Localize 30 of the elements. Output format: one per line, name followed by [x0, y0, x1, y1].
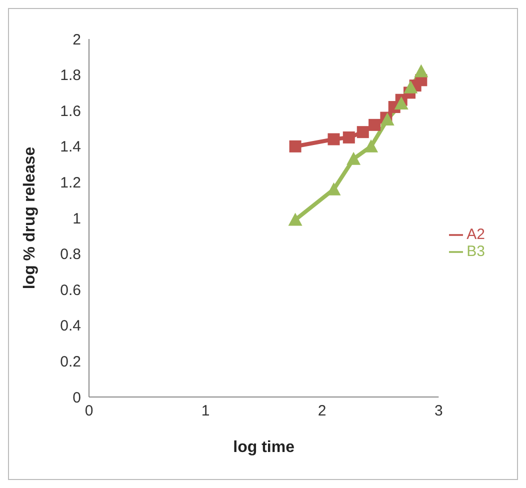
x-tick-label: 1: [201, 402, 210, 420]
y-tick-label: 1.4: [60, 138, 81, 156]
y-tick-label: 2: [72, 31, 81, 48]
point: [364, 139, 378, 152]
legend-label: B3: [466, 243, 485, 260]
point: [394, 96, 408, 110]
x-tick-label: 0: [84, 402, 94, 420]
point: [346, 152, 361, 165]
point: [368, 118, 381, 131]
y-tick-label: 0.2: [60, 354, 81, 371]
y-tick-label: 0: [72, 389, 81, 406]
x-axis-title: log time: [233, 439, 295, 456]
point: [342, 131, 355, 144]
y-tick-label: 0.4: [60, 318, 81, 335]
legend-label: A2: [466, 226, 485, 243]
point: [288, 212, 302, 226]
point: [289, 140, 302, 152]
point: [414, 64, 428, 78]
point: [356, 126, 369, 138]
point: [328, 133, 340, 146]
y-axis-title: log % drug release: [22, 146, 39, 290]
y-tick-label: 0.8: [60, 246, 81, 264]
y-tick-label: 1: [72, 210, 81, 228]
y-tick-label: 1.8: [60, 67, 81, 84]
x-tick-label: 2: [318, 402, 326, 420]
y-tick-label: 1.2: [60, 174, 81, 192]
y-tick-label: 1.6: [60, 102, 81, 120]
y-tick-label: 0.6: [60, 282, 81, 299]
x-tick-label: 3: [434, 402, 443, 420]
point: [404, 80, 418, 94]
